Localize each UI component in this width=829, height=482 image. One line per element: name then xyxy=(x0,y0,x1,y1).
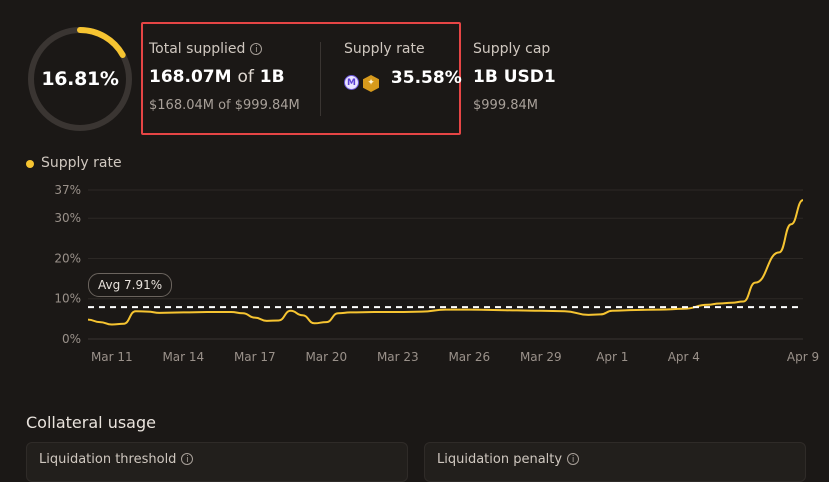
x-tick-label: Mar 29 xyxy=(520,350,562,364)
supply-rate-value: 35.58% xyxy=(390,68,462,88)
y-tick-label: 37% xyxy=(54,183,81,197)
legend-label-supply-rate: Supply rate xyxy=(41,155,122,171)
total-supplied-usd: $168.04M of $999.84M xyxy=(149,98,300,113)
total-supplied-label-row: Total supplied i xyxy=(149,41,263,57)
ring-progress-arc xyxy=(28,27,132,131)
y-tick-label: 0% xyxy=(62,332,81,346)
x-tick-label: Mar 26 xyxy=(448,350,490,364)
utilization-percent: 16.81% xyxy=(41,68,119,90)
legend-dot-supply-rate xyxy=(26,160,34,168)
supply-rate-value-row: M ✦ 35.58% xyxy=(344,68,462,92)
supplied-of-word: of xyxy=(237,67,254,87)
x-tick-label: Apr 9 xyxy=(787,350,819,364)
x-tick-label: Mar 14 xyxy=(162,350,204,364)
liquidation-threshold-label: Liquidation threshold xyxy=(39,452,177,467)
stats-highlight-box xyxy=(141,22,461,135)
total-supplied-value: 168.07M of 1B xyxy=(149,67,285,87)
supply-rate-line xyxy=(87,199,804,326)
average-pill: Avg 7.91% xyxy=(88,273,173,297)
total-supplied-label: Total supplied xyxy=(149,41,246,57)
hexagon-reward-icon[interactable]: ✦ xyxy=(363,75,379,92)
supply-cap-label: Supply cap xyxy=(473,41,551,57)
liquidation-threshold-card: Liquidation threshold i xyxy=(26,442,408,482)
x-tick-label: Mar 11 xyxy=(91,350,133,364)
x-tick-label: Mar 17 xyxy=(234,350,276,364)
info-icon[interactable]: i xyxy=(181,453,194,465)
morpho-token-icon[interactable]: M xyxy=(344,75,359,90)
y-tick-label: 30% xyxy=(54,211,81,225)
supply-rate-label: Supply rate xyxy=(344,41,425,57)
supply-cap-value: 1B USD1 xyxy=(473,67,556,87)
liquidation-penalty-label: Liquidation penalty xyxy=(437,452,563,467)
utilization-ring xyxy=(28,27,132,131)
y-tick-label: 10% xyxy=(54,292,81,306)
supply-cap-usd: $999.84M xyxy=(473,98,538,113)
info-icon[interactable]: i xyxy=(567,453,580,465)
supply-rate-chart[interactable]: 0% 10% 20% 30% 37% Mar 11 Mar 14 Mar 17 Mar 20 Ma… xyxy=(0,178,829,373)
x-tick-label: Mar 20 xyxy=(305,350,347,364)
collateral-usage-title: Collateral usage xyxy=(26,413,156,432)
liquidation-penalty-card: Liquidation penalty i xyxy=(424,442,806,482)
supplied-amount: 168.07M xyxy=(149,67,232,87)
x-tick-label: Mar 23 xyxy=(377,350,419,364)
info-icon[interactable]: i xyxy=(250,43,263,55)
supplied-total: 1B xyxy=(259,67,285,87)
x-tick-label: Apr 1 xyxy=(596,350,628,364)
y-tick-label: 20% xyxy=(54,251,81,265)
stats-divider xyxy=(320,42,321,116)
x-tick-label: Apr 4 xyxy=(668,350,700,364)
